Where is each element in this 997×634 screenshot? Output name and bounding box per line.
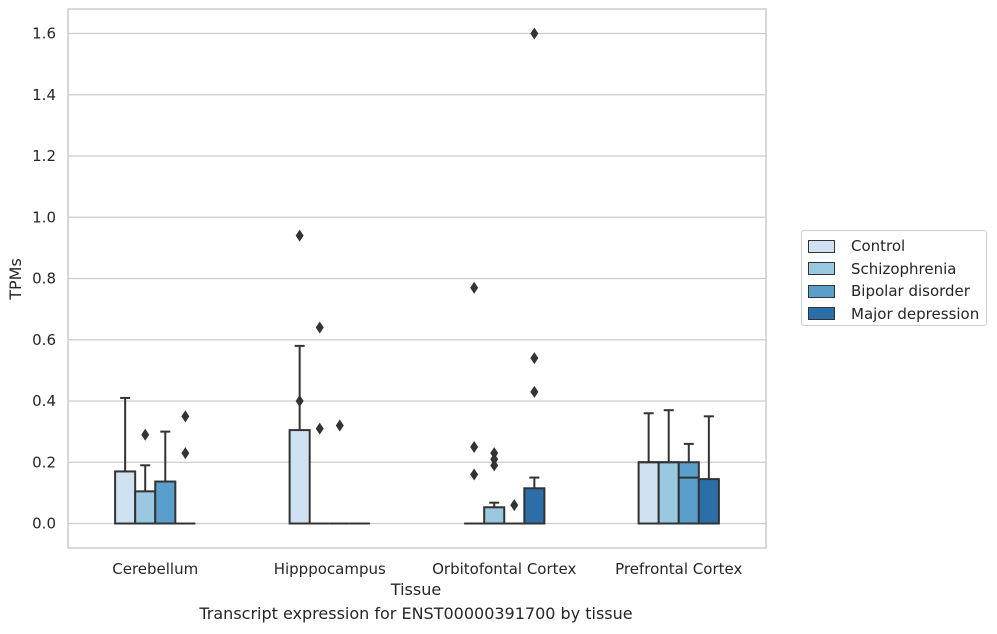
- legend-swatch: [808, 262, 835, 276]
- legend-item: Major depression: [808, 303, 986, 326]
- legend-label: Major depression: [851, 304, 980, 323]
- outlier-point: [470, 281, 479, 294]
- outlier-point: [470, 468, 479, 481]
- box-body: [523, 487, 546, 525]
- box-body: [114, 470, 137, 525]
- y-tick-label: 0.8: [32, 270, 56, 288]
- box-control: [288, 229, 311, 525]
- legend-swatch: [808, 307, 835, 321]
- x-tick-label: Prefrontal Cortex: [615, 560, 742, 578]
- box-body: [637, 461, 660, 525]
- box-body: [657, 461, 680, 525]
- box-schizophrenia: [657, 409, 680, 525]
- legend-label: Bipolar disorder: [851, 282, 970, 301]
- x-tick-label: Cerebellum: [112, 560, 198, 578]
- box-bipolar-disorder: [154, 430, 177, 525]
- chart-caption: Transcript expression for ENST0000039170…: [199, 604, 633, 623]
- grid-lines: [68, 32, 766, 525]
- box-control: [637, 412, 660, 525]
- y-tick-label: 1.4: [32, 86, 56, 104]
- y-tick-label: 1.2: [32, 147, 56, 165]
- box-major-depression: [523, 27, 546, 525]
- outlier-point: [490, 459, 499, 472]
- box-body: [677, 461, 700, 525]
- outlier-point: [530, 385, 539, 398]
- y-axis-label: TPMs: [6, 258, 25, 301]
- legend-swatch: [808, 284, 835, 298]
- outlier-point: [490, 447, 499, 460]
- outlier-point: [141, 428, 150, 441]
- outlier-point: [530, 352, 539, 365]
- outlier-point: [315, 422, 324, 435]
- box-major-depression: [697, 415, 720, 525]
- legend-label: Control: [851, 237, 906, 256]
- plot-frame: [67, 8, 767, 549]
- y-tick-labels: 0.0 0.2 0.4 0.6 0.8 1.0 1.2 1.4 1.6: [32, 25, 56, 533]
- legend-label: Schizophrenia: [851, 259, 957, 278]
- outlier-point: [470, 440, 479, 453]
- x-tick-label: Orbitofontal Cortex: [432, 560, 576, 578]
- x-tick-label: Hipppocampus: [274, 560, 386, 578]
- box-body: [697, 478, 720, 525]
- outlier-point: [490, 453, 499, 466]
- x-tick-labels: Cerebellum Hipppocampus Orbitofontal Corte…: [112, 560, 742, 578]
- y-tick-label: 1.0: [32, 208, 56, 226]
- box-control: [114, 396, 137, 525]
- box-control: [464, 281, 485, 525]
- box-major-depression: [175, 410, 196, 525]
- legend-item: Control: [808, 235, 986, 258]
- outlier-point: [295, 395, 304, 407]
- y-tick-label: 0.2: [32, 453, 56, 471]
- box-bipolar-disorder: [329, 419, 350, 525]
- outlier-point: [295, 229, 304, 242]
- outlier-point: [181, 410, 190, 423]
- boxes: [114, 27, 720, 525]
- y-tick-label: 0.6: [32, 331, 56, 349]
- box-schizophrenia: [134, 428, 157, 525]
- outlier-point: [315, 321, 324, 334]
- outlier-point: [335, 419, 344, 432]
- box-bipolar-disorder: [677, 442, 700, 525]
- x-axis-label: Tissue: [390, 580, 441, 599]
- box-schizophrenia: [483, 447, 506, 525]
- box-body: [288, 429, 311, 525]
- box-bipolar-disorder: [504, 499, 525, 525]
- y-tick-label: 0.0: [32, 515, 56, 533]
- y-tick-label: 1.6: [32, 25, 56, 43]
- legend-item: Schizophrenia: [808, 258, 986, 281]
- box-body: [483, 506, 506, 525]
- box-body: [134, 490, 157, 525]
- legend-item: Bipolar disorder: [808, 280, 986, 303]
- y-tick-label: 0.4: [32, 392, 56, 410]
- outlier-point: [510, 499, 519, 512]
- box-body: [154, 480, 177, 525]
- legend: Control Schizophrenia Bipolar disorder Majo…: [801, 230, 987, 326]
- outlier-point: [181, 447, 190, 460]
- box-schizophrenia: [309, 321, 330, 525]
- outlier-point: [530, 27, 539, 40]
- legend-swatch: [808, 239, 835, 253]
